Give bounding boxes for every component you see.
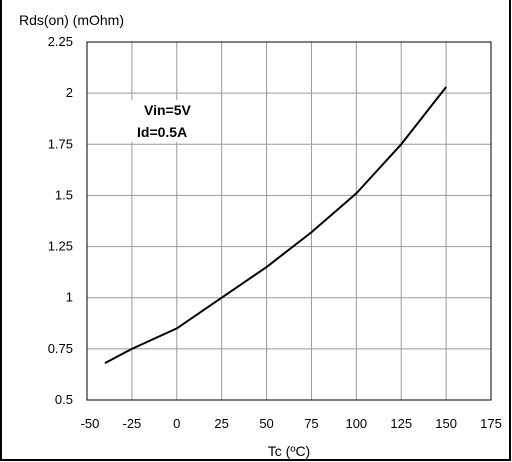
y-axis-title: Rds(on) (mOhm): [19, 12, 124, 28]
x-tick-label: 75: [304, 416, 318, 431]
y-tick-labels: 0.5 0.75 1 1.25 1.5 1.75 2 2.25: [48, 34, 73, 407]
plot-border: [86, 41, 492, 401]
x-tick-label: 50: [259, 416, 273, 431]
grid: [87, 42, 491, 400]
x-tick-label: 0: [173, 416, 180, 431]
x-tick-label: 100: [345, 416, 367, 431]
annotation-box: [130, 100, 214, 142]
y-tick-label: 1.25: [48, 239, 73, 254]
x-axis-title: Tc (ºC): [268, 443, 310, 459]
x-tick-label: 150: [435, 416, 457, 431]
y-tick-label: 1: [66, 290, 73, 305]
y-tick-label: 1.5: [55, 187, 73, 202]
series-line: [104, 86, 447, 365]
x-tick-label: -25: [122, 416, 141, 431]
x-tick-label: -50: [81, 416, 100, 431]
x-tick-label: 175: [480, 416, 502, 431]
y-tick-label: 2.25: [48, 34, 73, 49]
y-tick-label: 2: [66, 85, 73, 100]
y-tick-label: 0.5: [55, 392, 73, 407]
x-tick-label: 125: [390, 416, 412, 431]
x-tick-labels: -50 -25 0 25 50 75 100 125 150 175: [81, 416, 502, 431]
series-group: [104, 86, 447, 365]
annotation-id: Id=0.5A: [137, 124, 187, 140]
x-tick-label: 25: [214, 416, 228, 431]
y-tick-label: 1.75: [48, 136, 73, 151]
annotation-vin: Vin=5V: [144, 102, 191, 118]
y-tick-label: 0.75: [48, 341, 73, 356]
